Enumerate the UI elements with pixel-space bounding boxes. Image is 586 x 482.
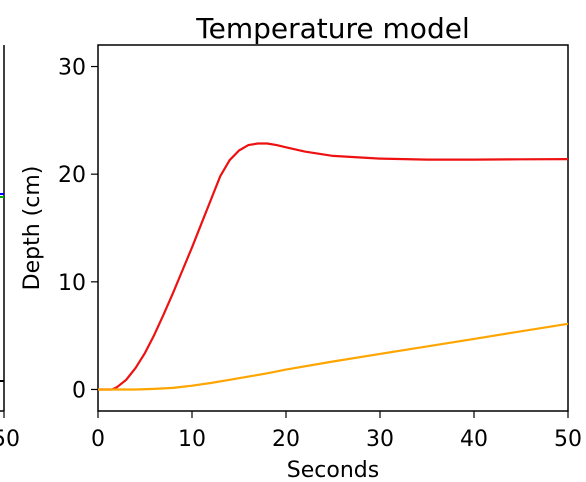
x-tick-label: 0 [91,427,105,452]
x-tick-label: 40 [460,427,488,452]
y-tick-label: 10 [58,271,86,296]
y-axis-ticks: 0 10 20 30 [58,56,98,403]
main-subplot: Temperature model 0 10 20 30 40 50 0 10 20 30 Se… [20,12,582,482]
series-red-line [98,142,569,391]
y-tick-label: 20 [58,163,86,188]
x-axis-ticks: 0 10 20 30 40 50 [91,411,582,452]
plot-area [97,44,569,412]
chart-title: Temperature model [195,12,469,45]
x-tick-label: 30 [366,427,394,452]
plot-series [98,142,569,391]
y-tick-label: 30 [58,56,86,81]
x-tick-label: 10 [178,427,206,452]
y-tick-label: 0 [72,378,86,403]
left-x-tick-label: 50 [0,427,20,452]
x-axis-label: Seconds [287,458,379,482]
y-axis-label: Depth (cm) [20,166,45,291]
x-tick-label: 50 [554,427,582,452]
series-orange-line [98,322,569,391]
x-tick-label: 20 [272,427,300,452]
left-subplot: 50 [0,45,20,452]
